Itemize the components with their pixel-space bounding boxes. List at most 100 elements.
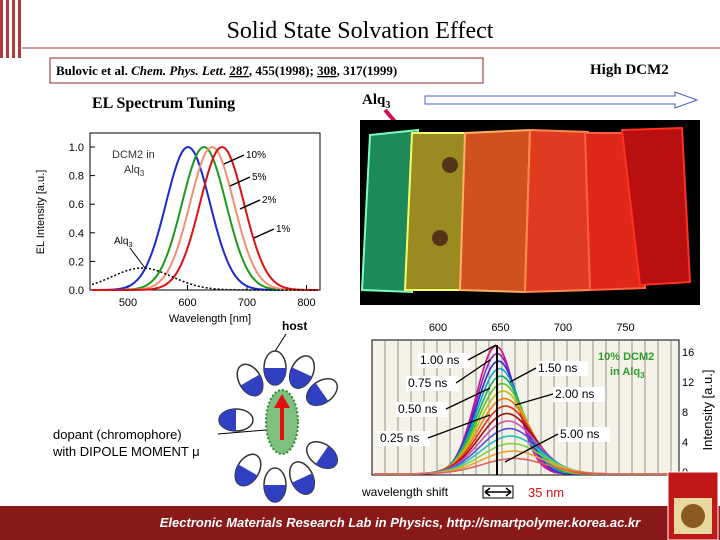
shift-value: 35 nm	[528, 485, 564, 500]
time-label: 0.25 ns	[380, 431, 419, 445]
host-molecule	[288, 355, 316, 389]
dipole-label: with DIPOLE MOMENT μ	[52, 444, 200, 459]
sample	[360, 128, 420, 294]
host-half	[289, 367, 312, 389]
curve	[374, 457, 677, 475]
y-label: Intensity [a.u.]	[700, 370, 715, 451]
el-heading: EL Spectrum Tuning	[92, 95, 235, 112]
leader	[509, 367, 537, 383]
shift-label: wavelength shift	[361, 485, 449, 499]
curve-label: 10%	[246, 150, 266, 161]
arrow	[424, 91, 699, 109]
label-bg	[406, 376, 458, 391]
host-label: host	[282, 319, 307, 333]
y-tick-label: 0.2	[69, 256, 84, 268]
leader	[445, 387, 491, 410]
time-label: 1.50 ns	[538, 361, 577, 375]
start-label: Alq3	[362, 92, 390, 111]
time-label: 5.00 ns	[560, 427, 599, 441]
host-molecule	[263, 350, 287, 386]
x-label: Wavelength [nm]	[169, 313, 251, 325]
plot-frame	[89, 132, 321, 291]
curve-label: 1%	[276, 224, 291, 235]
label-bg	[536, 361, 588, 376]
x-tick-label: 700	[238, 297, 256, 309]
label-bg	[378, 431, 430, 446]
host-half	[264, 485, 286, 502]
host-half	[219, 409, 236, 431]
logo	[667, 471, 719, 540]
tr-plot: Intensity [a.u.] 10% DCM2 in Alq3 wavele…	[361, 322, 715, 500]
host-molecule	[234, 453, 262, 487]
dopant-label: dopant (chromophore)	[53, 427, 182, 442]
footer-bar	[0, 506, 720, 540]
host-half	[292, 473, 315, 495]
host-half	[306, 382, 329, 406]
host-half	[315, 445, 338, 469]
host-molecule	[236, 363, 264, 397]
curve-label: 5%	[252, 172, 267, 183]
top-tick-label: 750	[616, 322, 634, 334]
legend: Alq3	[124, 164, 145, 178]
right-tick-label: 8	[682, 407, 688, 419]
el-plot: Wavelength [nm] EL Intensity [a.u.] DCM2…	[35, 132, 321, 325]
y-tick-label: 0.6	[69, 199, 84, 211]
host-half	[264, 368, 286, 385]
leader	[514, 393, 554, 406]
y-tick-label: 0.4	[69, 228, 84, 240]
x-tick-label: 500	[119, 297, 137, 309]
time-label: 0.50 ns	[398, 402, 437, 416]
sample	[620, 126, 692, 287]
right-tick-label: 16	[682, 347, 694, 359]
citation-box	[49, 57, 484, 84]
top-tick-label: 700	[554, 322, 572, 334]
dipole-head	[274, 394, 290, 408]
time-label: 2.00 ns	[555, 387, 594, 401]
leader	[427, 414, 491, 439]
footer-text: Electronic Materials Research Lab in Phy…	[160, 515, 641, 530]
leader	[217, 429, 267, 435]
right-tick-label: 12	[682, 377, 694, 389]
label-bg	[396, 402, 448, 417]
corner-decoration	[0, 0, 22, 58]
leader	[455, 359, 491, 384]
title: Solid State Solvation Effect	[227, 18, 494, 44]
leader	[467, 344, 497, 361]
sample-label: 10% DCM2	[598, 351, 654, 363]
time-label: 0.75 ns	[408, 376, 447, 390]
legend: DCM2 in	[112, 149, 155, 161]
diagram: host dopant (chromophore) with DIPOLE MO…	[52, 319, 339, 503]
x-tick-label: 600	[178, 297, 196, 309]
leader	[129, 247, 146, 269]
curve-label: 2%	[262, 195, 277, 206]
host-molecule	[288, 461, 316, 495]
leader	[253, 228, 275, 239]
host-molecule	[218, 408, 254, 432]
logo-tiger	[681, 504, 705, 528]
end-label: High DCM2	[590, 62, 669, 78]
shift-arrow	[484, 487, 512, 497]
y-label: EL Intensity [a.u.]	[35, 170, 47, 255]
label-bg	[418, 353, 470, 368]
leader	[223, 154, 245, 165]
right-tick-label: 4	[682, 437, 688, 449]
photo	[360, 120, 700, 305]
sample-label: in Alq3	[610, 366, 645, 380]
host-half	[240, 374, 263, 396]
leader	[504, 433, 559, 463]
top-tick-label: 600	[429, 322, 447, 334]
time-label: 1.00 ns	[420, 353, 459, 367]
host-molecule	[263, 467, 287, 503]
curve	[91, 267, 318, 291]
label-bg	[558, 427, 610, 442]
spot	[432, 230, 448, 246]
spot	[442, 157, 458, 173]
host-half	[235, 464, 258, 486]
y-tick-label: 0.0	[69, 285, 84, 297]
y-tick-label: 0.8	[69, 171, 84, 183]
curve	[92, 145, 318, 291]
leader	[239, 199, 261, 210]
x-tick-label: 800	[297, 297, 315, 309]
y-tick-label: 1.0	[69, 142, 84, 154]
